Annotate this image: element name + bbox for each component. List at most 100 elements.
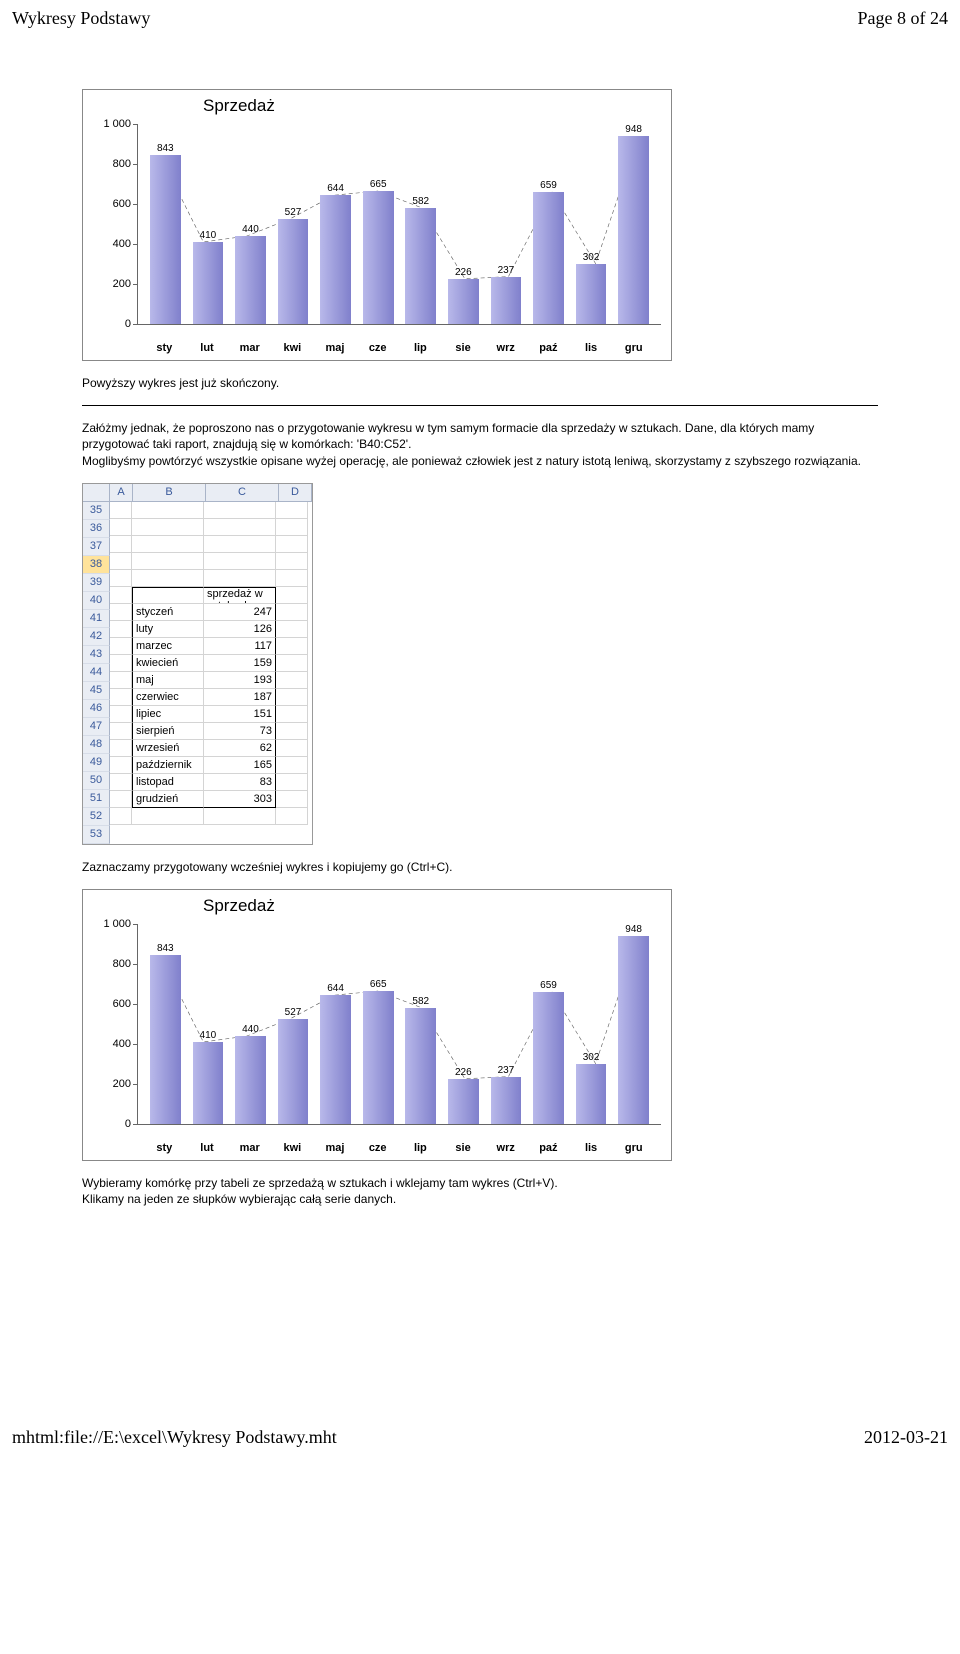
- row-number: 42: [83, 628, 110, 646]
- cell: 151: [204, 706, 276, 723]
- bar-slot: 948: [612, 124, 655, 324]
- chart-title: Sprzedaż: [203, 96, 661, 116]
- y-tick-label: 800: [113, 158, 131, 170]
- bar-value-label: 226: [455, 1067, 472, 1078]
- row-number: 49: [83, 754, 110, 772]
- row-number: 38: [83, 556, 110, 574]
- bar: [448, 279, 479, 324]
- bar-value-label: 237: [498, 265, 515, 276]
- cell: [204, 808, 276, 825]
- row-number: 53: [83, 826, 110, 844]
- cell: [276, 808, 308, 825]
- x-tick-label: lis: [570, 338, 613, 354]
- bar: [150, 955, 181, 1124]
- cell: [204, 570, 276, 587]
- chart2-bars: 843410440527644665582226237659302948: [138, 924, 661, 1124]
- x-tick-label: maj: [314, 1138, 357, 1154]
- bar-slot: 843: [144, 924, 187, 1124]
- cell: [276, 502, 308, 519]
- bar-value-label: 226: [455, 267, 472, 278]
- footer-path: mhtml:file://E:\excel\Wykresy Podstawy.m…: [12, 1427, 337, 1448]
- y-tick-label: 600: [113, 198, 131, 210]
- bar-slot: 582: [399, 124, 442, 324]
- cell: styczeń: [132, 604, 204, 621]
- bar-value-label: 665: [370, 179, 387, 190]
- bar-slot: 226: [442, 124, 485, 324]
- y-tick-label: 600: [113, 998, 131, 1010]
- y-tick-label: 1 000: [103, 118, 131, 130]
- cell: [110, 774, 132, 791]
- bar-slot: 226: [442, 924, 485, 1124]
- cell: [276, 740, 308, 757]
- x-tick-label: wrz: [484, 338, 527, 354]
- bar: [193, 242, 224, 324]
- paragraph-4: Wybieramy komórkę przy tabeli ze sprzeda…: [82, 1175, 878, 1207]
- cell: [132, 553, 204, 570]
- cell: [110, 570, 132, 587]
- x-tick-label: gru: [612, 338, 655, 354]
- bar: [235, 1036, 266, 1124]
- chart-x-labels: stylutmarkwimajczelipsiewrzpaźlisgru: [137, 338, 661, 354]
- cell: 193: [204, 672, 276, 689]
- bar-slot: 644: [314, 924, 357, 1124]
- bar: [576, 264, 607, 324]
- x-tick-label: lut: [186, 338, 229, 354]
- cell: [276, 536, 308, 553]
- bar: [405, 208, 436, 324]
- y-tick-label: 200: [113, 1078, 131, 1090]
- x-tick-label: sty: [143, 1138, 186, 1154]
- cell: [276, 570, 308, 587]
- cell: [110, 502, 132, 519]
- cell: [276, 604, 308, 621]
- column-header: A: [110, 484, 133, 502]
- cell: 187: [204, 689, 276, 706]
- bar-slot: 237: [485, 924, 528, 1124]
- row-number: 45: [83, 682, 110, 700]
- bar: [533, 992, 564, 1124]
- bar: [491, 1077, 522, 1124]
- bar-value-label: 843: [157, 143, 174, 154]
- row-number: 48: [83, 736, 110, 754]
- y-tick-label: 1 000: [103, 918, 131, 930]
- paragraph-4a: Wybieramy komórkę przy tabeli ze sprzeda…: [82, 1176, 558, 1190]
- bar-value-label: 410: [200, 230, 217, 241]
- cell: [276, 621, 308, 638]
- divider: [82, 405, 878, 406]
- y-tick-label: 400: [113, 1038, 131, 1050]
- row-number: 35: [83, 502, 110, 520]
- cell: [276, 706, 308, 723]
- cell: [110, 723, 132, 740]
- chart-2: Sprzedaż 02004006008001 000 843410440527…: [82, 889, 672, 1161]
- bar-slot: 527: [272, 124, 315, 324]
- x-tick-label: gru: [612, 1138, 655, 1154]
- x-tick-label: paź: [527, 338, 570, 354]
- bar-value-label: 948: [625, 924, 642, 935]
- cell: [276, 774, 308, 791]
- bar-slot: 665: [357, 124, 400, 324]
- row-number: 39: [83, 574, 110, 592]
- cell: [276, 689, 308, 706]
- cell: [110, 536, 132, 553]
- cell: [204, 553, 276, 570]
- bar: [235, 236, 266, 324]
- cell: [276, 519, 308, 536]
- bar-value-label: 237: [498, 1065, 515, 1076]
- cell: maj: [132, 672, 204, 689]
- bar-slot: 843: [144, 124, 187, 324]
- cell: [204, 536, 276, 553]
- y-tick-label: 200: [113, 278, 131, 290]
- bar: [320, 995, 351, 1124]
- bar-value-label: 582: [412, 196, 429, 207]
- cell: [110, 655, 132, 672]
- column-header: C: [206, 484, 279, 502]
- cell: 117: [204, 638, 276, 655]
- bar-slot: 410: [187, 124, 230, 324]
- bar-value-label: 644: [327, 183, 344, 194]
- cell: listopad: [132, 774, 204, 791]
- x-tick-label: sie: [442, 1138, 485, 1154]
- cell: [204, 502, 276, 519]
- bar: [618, 136, 649, 324]
- y-tick-label: 400: [113, 238, 131, 250]
- x-tick-label: lip: [399, 1138, 442, 1154]
- bar: [405, 1008, 436, 1124]
